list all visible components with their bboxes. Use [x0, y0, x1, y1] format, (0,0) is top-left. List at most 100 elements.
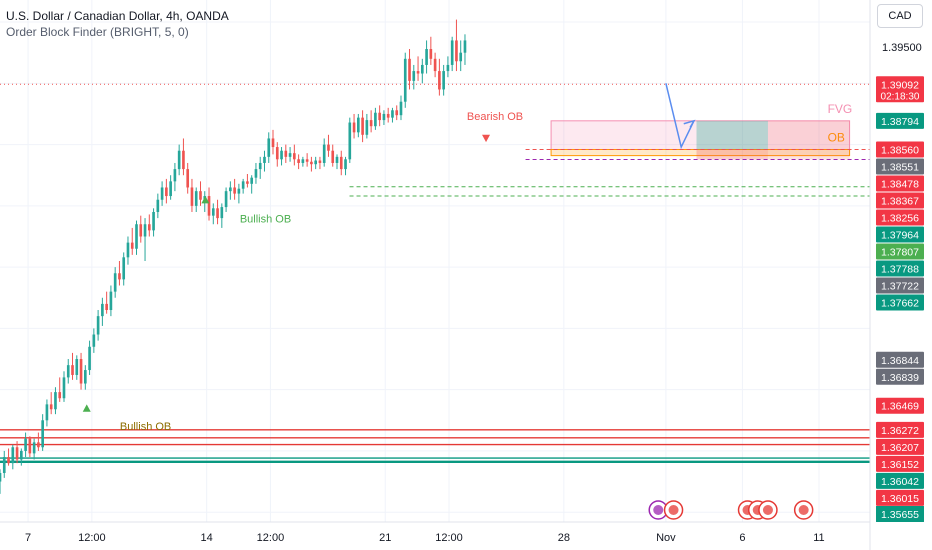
bearish-marker	[482, 134, 491, 143]
candle-body	[357, 117, 360, 133]
zone-box	[767, 120, 850, 160]
candle-body	[322, 144, 326, 163]
price-label-bg	[876, 226, 924, 243]
candle-body	[71, 365, 74, 375]
candle-body	[229, 187, 232, 192]
candle-body	[165, 187, 168, 197]
candle-body	[403, 58, 407, 102]
us-flag-icon-inner	[762, 505, 773, 515]
price-label-text: 1.38478	[881, 178, 919, 190]
candle-body	[24, 438, 27, 451]
zone-fvg	[550, 120, 851, 150]
candle-body	[241, 181, 245, 189]
candle-body	[11, 447, 15, 464]
candle-body	[173, 169, 177, 182]
candle-body	[267, 138, 271, 157]
candle-body	[310, 161, 313, 165]
price-label: 1.36015	[876, 489, 924, 506]
candle-body	[199, 191, 202, 200]
candle-body	[105, 303, 108, 311]
candle-body	[122, 257, 126, 280]
x-tick-label: 12:00	[257, 532, 285, 544]
candle-body	[190, 187, 194, 206]
x-axis-bg	[0, 522, 932, 550]
candle-body	[101, 303, 104, 317]
x-tick-label: 12:00	[78, 532, 106, 544]
price-label: 1.35655	[876, 506, 924, 522]
candle-body	[288, 153, 292, 157]
candle-body	[207, 196, 211, 216]
candle-body	[15, 447, 19, 460]
currency-selector[interactable]: CAD	[877, 4, 923, 28]
price-label-bg	[876, 489, 924, 506]
price-label: 1.37662	[876, 294, 924, 311]
candle-body	[408, 58, 411, 81]
candle-body	[216, 208, 219, 219]
candle-body	[113, 273, 117, 292]
candle-body	[284, 150, 288, 157]
candle-body	[139, 224, 143, 237]
candle-body	[378, 112, 381, 121]
candle-body	[92, 334, 96, 347]
candle-body	[96, 316, 100, 335]
zone-box	[696, 120, 768, 150]
candle-body	[395, 110, 399, 116]
price-label-text: 1.38551	[881, 161, 919, 173]
candle-body	[399, 101, 403, 116]
candle-body	[32, 442, 36, 454]
price-label: 1.37964	[876, 226, 924, 243]
price-label: 1.36469	[876, 397, 924, 414]
candle-body	[258, 162, 262, 170]
candle-body	[365, 120, 369, 135]
candle-body	[361, 117, 364, 135]
arrow-head	[683, 119, 696, 128]
candle-body	[416, 71, 420, 74]
candle-body	[450, 40, 454, 65]
x-tick-label: 7	[25, 532, 31, 544]
price-label: 1.36042	[876, 472, 924, 489]
price-label-bg	[876, 112, 924, 129]
candle-body	[143, 224, 147, 237]
zone-label-ob: OB	[828, 130, 845, 144]
price-label-text: 1.36469	[881, 401, 919, 413]
price-label-bg	[876, 260, 924, 277]
price-label: 1.36272	[876, 421, 924, 438]
candle-body	[83, 370, 87, 384]
candle-body	[220, 207, 224, 219]
candle-body	[314, 160, 317, 165]
price-label: 1.36152	[876, 455, 924, 472]
candle-body	[62, 377, 66, 399]
candle-body	[0, 472, 2, 482]
x-tick-label: 14	[201, 532, 213, 544]
price-label: 1.38560	[876, 141, 924, 158]
candle-body	[446, 64, 450, 72]
price-label-text: 1.39092	[881, 79, 919, 91]
candle-body	[382, 113, 386, 121]
price-label-text: 1.37662	[881, 297, 919, 309]
candle-body	[66, 365, 70, 378]
price-label: 1.36839	[876, 368, 924, 385]
candle-body	[344, 159, 347, 170]
x-tick-label: 6	[739, 532, 745, 544]
candle-body	[211, 208, 215, 216]
price-label: 1.38367	[876, 192, 924, 209]
candle-body	[20, 450, 23, 460]
order-block-label: Bullish OB	[120, 421, 171, 433]
symbol-title[interactable]: U.S. Dollar / Canadian Dollar, 4h, OANDA	[6, 9, 229, 23]
economic-events	[648, 500, 814, 520]
x-tick-label: Nov	[656, 532, 676, 544]
price-label-text: 1.38560	[881, 144, 919, 156]
price-label-bg	[876, 158, 924, 175]
candle-body	[152, 211, 155, 231]
candle-body	[429, 49, 433, 59]
candle-body	[280, 150, 283, 160]
price-label-text: 1.37964	[881, 229, 919, 241]
candle-body	[160, 187, 164, 200]
price-label-text: 1.35655	[881, 509, 919, 521]
indicator-title[interactable]: Order Block Finder (BRIGHT, 5, 0)	[6, 25, 189, 39]
price-label: 1.37807	[876, 243, 924, 260]
candle-body	[433, 58, 437, 72]
candle-body	[459, 52, 463, 62]
candle-body	[130, 242, 134, 249]
